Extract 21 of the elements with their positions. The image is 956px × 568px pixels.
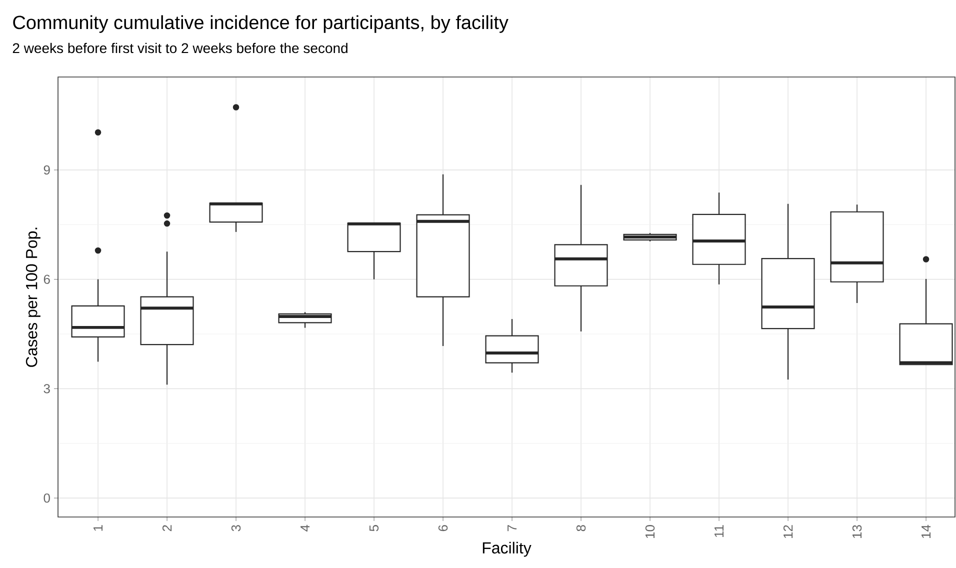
y-tick-label: 3 [44,384,50,394]
y-axis-title: Cases per 100 Pop. [26,228,40,367]
x-tick-label: 7 [508,525,516,532]
x-tick-label: 2 [162,525,172,532]
x-axis-title: Facility [482,542,532,557]
x-tick-label: 11 [714,525,724,538]
x-tick-label: 4 [300,524,310,532]
x-tick-label: 5 [369,525,379,532]
x-tick-label: 3 [231,525,241,532]
x-tick-label: 12 [783,525,793,538]
chart-title: Community cumulative incidence for participants, by facility [13,15,508,33]
x-tick-label: 10 [645,525,655,538]
x-tick-label: 1 [94,525,102,531]
y-tick-label: 0 [44,493,50,503]
chart-subtitle: 2 weeks before first visit to 2 weeks before the second [12,42,348,54]
y-tick-label: 9 [44,165,50,175]
x-tick-label: 14 [922,524,931,538]
x-tick-label: 6 [438,525,448,532]
x-tick-label: 8 [576,525,586,532]
x-tick-label: 13 [852,525,862,538]
y-tick-label: 6 [44,274,50,284]
